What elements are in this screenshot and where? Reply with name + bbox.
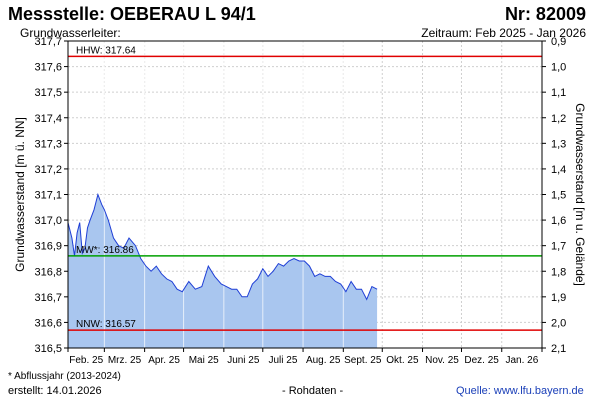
- y-tick-label: 316,8: [34, 266, 62, 278]
- y-tick-label: 317,7: [34, 36, 62, 48]
- x-tick-label: Mai 25: [189, 355, 219, 366]
- x-tick-label: Jan. 26: [505, 355, 538, 366]
- x-tick-label: Apr. 25: [148, 355, 180, 366]
- station-title: Messstelle: OEBERAU L 94/1: [8, 4, 256, 24]
- x-tick-label: Mrz. 25: [108, 355, 142, 366]
- y-tick-label: 317,5: [34, 87, 62, 99]
- raw-data-label: - Rohdaten -: [282, 385, 344, 397]
- plot-frame: [67, 40, 543, 349]
- x-tick-label: Dez. 25: [464, 355, 499, 366]
- created-date: erstellt: 14.01.2026: [8, 385, 102, 397]
- series-line: [67, 192, 378, 301]
- y-tick-label: 316,7: [34, 292, 62, 304]
- x-tick-label: Juni 25: [227, 355, 260, 366]
- mw-label: MW*: 316.86: [76, 245, 134, 256]
- y2-tick-label: 0,9: [551, 36, 566, 48]
- y-tick-label: 316,5: [34, 343, 62, 355]
- y-tick-label: 317,2: [34, 164, 62, 176]
- y2-tick-label: 1,2: [551, 113, 566, 125]
- y2-tick-label: 2,0: [551, 317, 566, 329]
- y-tick-label: 316,9: [34, 241, 62, 253]
- x-tick-label: Aug. 25: [306, 355, 341, 366]
- y2-tick-label: 1,3: [551, 138, 566, 150]
- nnw-label: NNW: 316.57: [76, 319, 136, 330]
- y-tick-label: 317,3: [34, 138, 62, 150]
- y2-tick-label: 1,9: [551, 292, 566, 304]
- y2-tick-label: 1,0: [551, 62, 566, 74]
- x-tick-label: Feb. 25: [69, 355, 103, 366]
- y2-axis-title: Grundwasserstand [m u. Gelände]: [573, 103, 587, 286]
- y2-tick-label: 1,4: [551, 164, 566, 176]
- source-link[interactable]: Quelle: www.lfu.bayern.de: [456, 385, 584, 397]
- x-tick-label: Nov. 25: [425, 355, 459, 366]
- y2-tick-label: 1,7: [551, 241, 566, 253]
- x-tick-label: Sept. 25: [344, 355, 382, 366]
- series-area: [68, 194, 378, 348]
- y-axis-title: Grundwasserstand [m ü. NN]: [13, 117, 27, 272]
- station-number: Nr: 82009: [504, 4, 586, 24]
- y2-tick-label: 1,8: [551, 266, 566, 278]
- y2-tick-label: 1,5: [551, 190, 566, 202]
- y2-tick-label: 1,6: [551, 215, 566, 227]
- hhw-label: HHW: 317.64: [76, 45, 136, 56]
- period-label: Zeitraum: Feb 2025 - Jan 2026: [421, 26, 586, 40]
- y-tick-label: 317,4: [34, 113, 62, 125]
- footnote: * Abflussjahr (2013-2024): [8, 371, 121, 382]
- x-tick-label: Okt. 25: [386, 355, 419, 366]
- y-tick-label: 317,0: [34, 215, 62, 227]
- y-tick-label: 317,1: [34, 190, 62, 202]
- y-tick-label: 316,6: [34, 317, 62, 329]
- y-tick-label: 317,6: [34, 62, 62, 74]
- y2-tick-label: 1,1: [551, 87, 566, 99]
- y2-tick-label: 2,1: [551, 343, 566, 355]
- aquifer-label: Grundwasserleiter:: [20, 26, 121, 40]
- x-tick-label: Juli 25: [268, 355, 297, 366]
